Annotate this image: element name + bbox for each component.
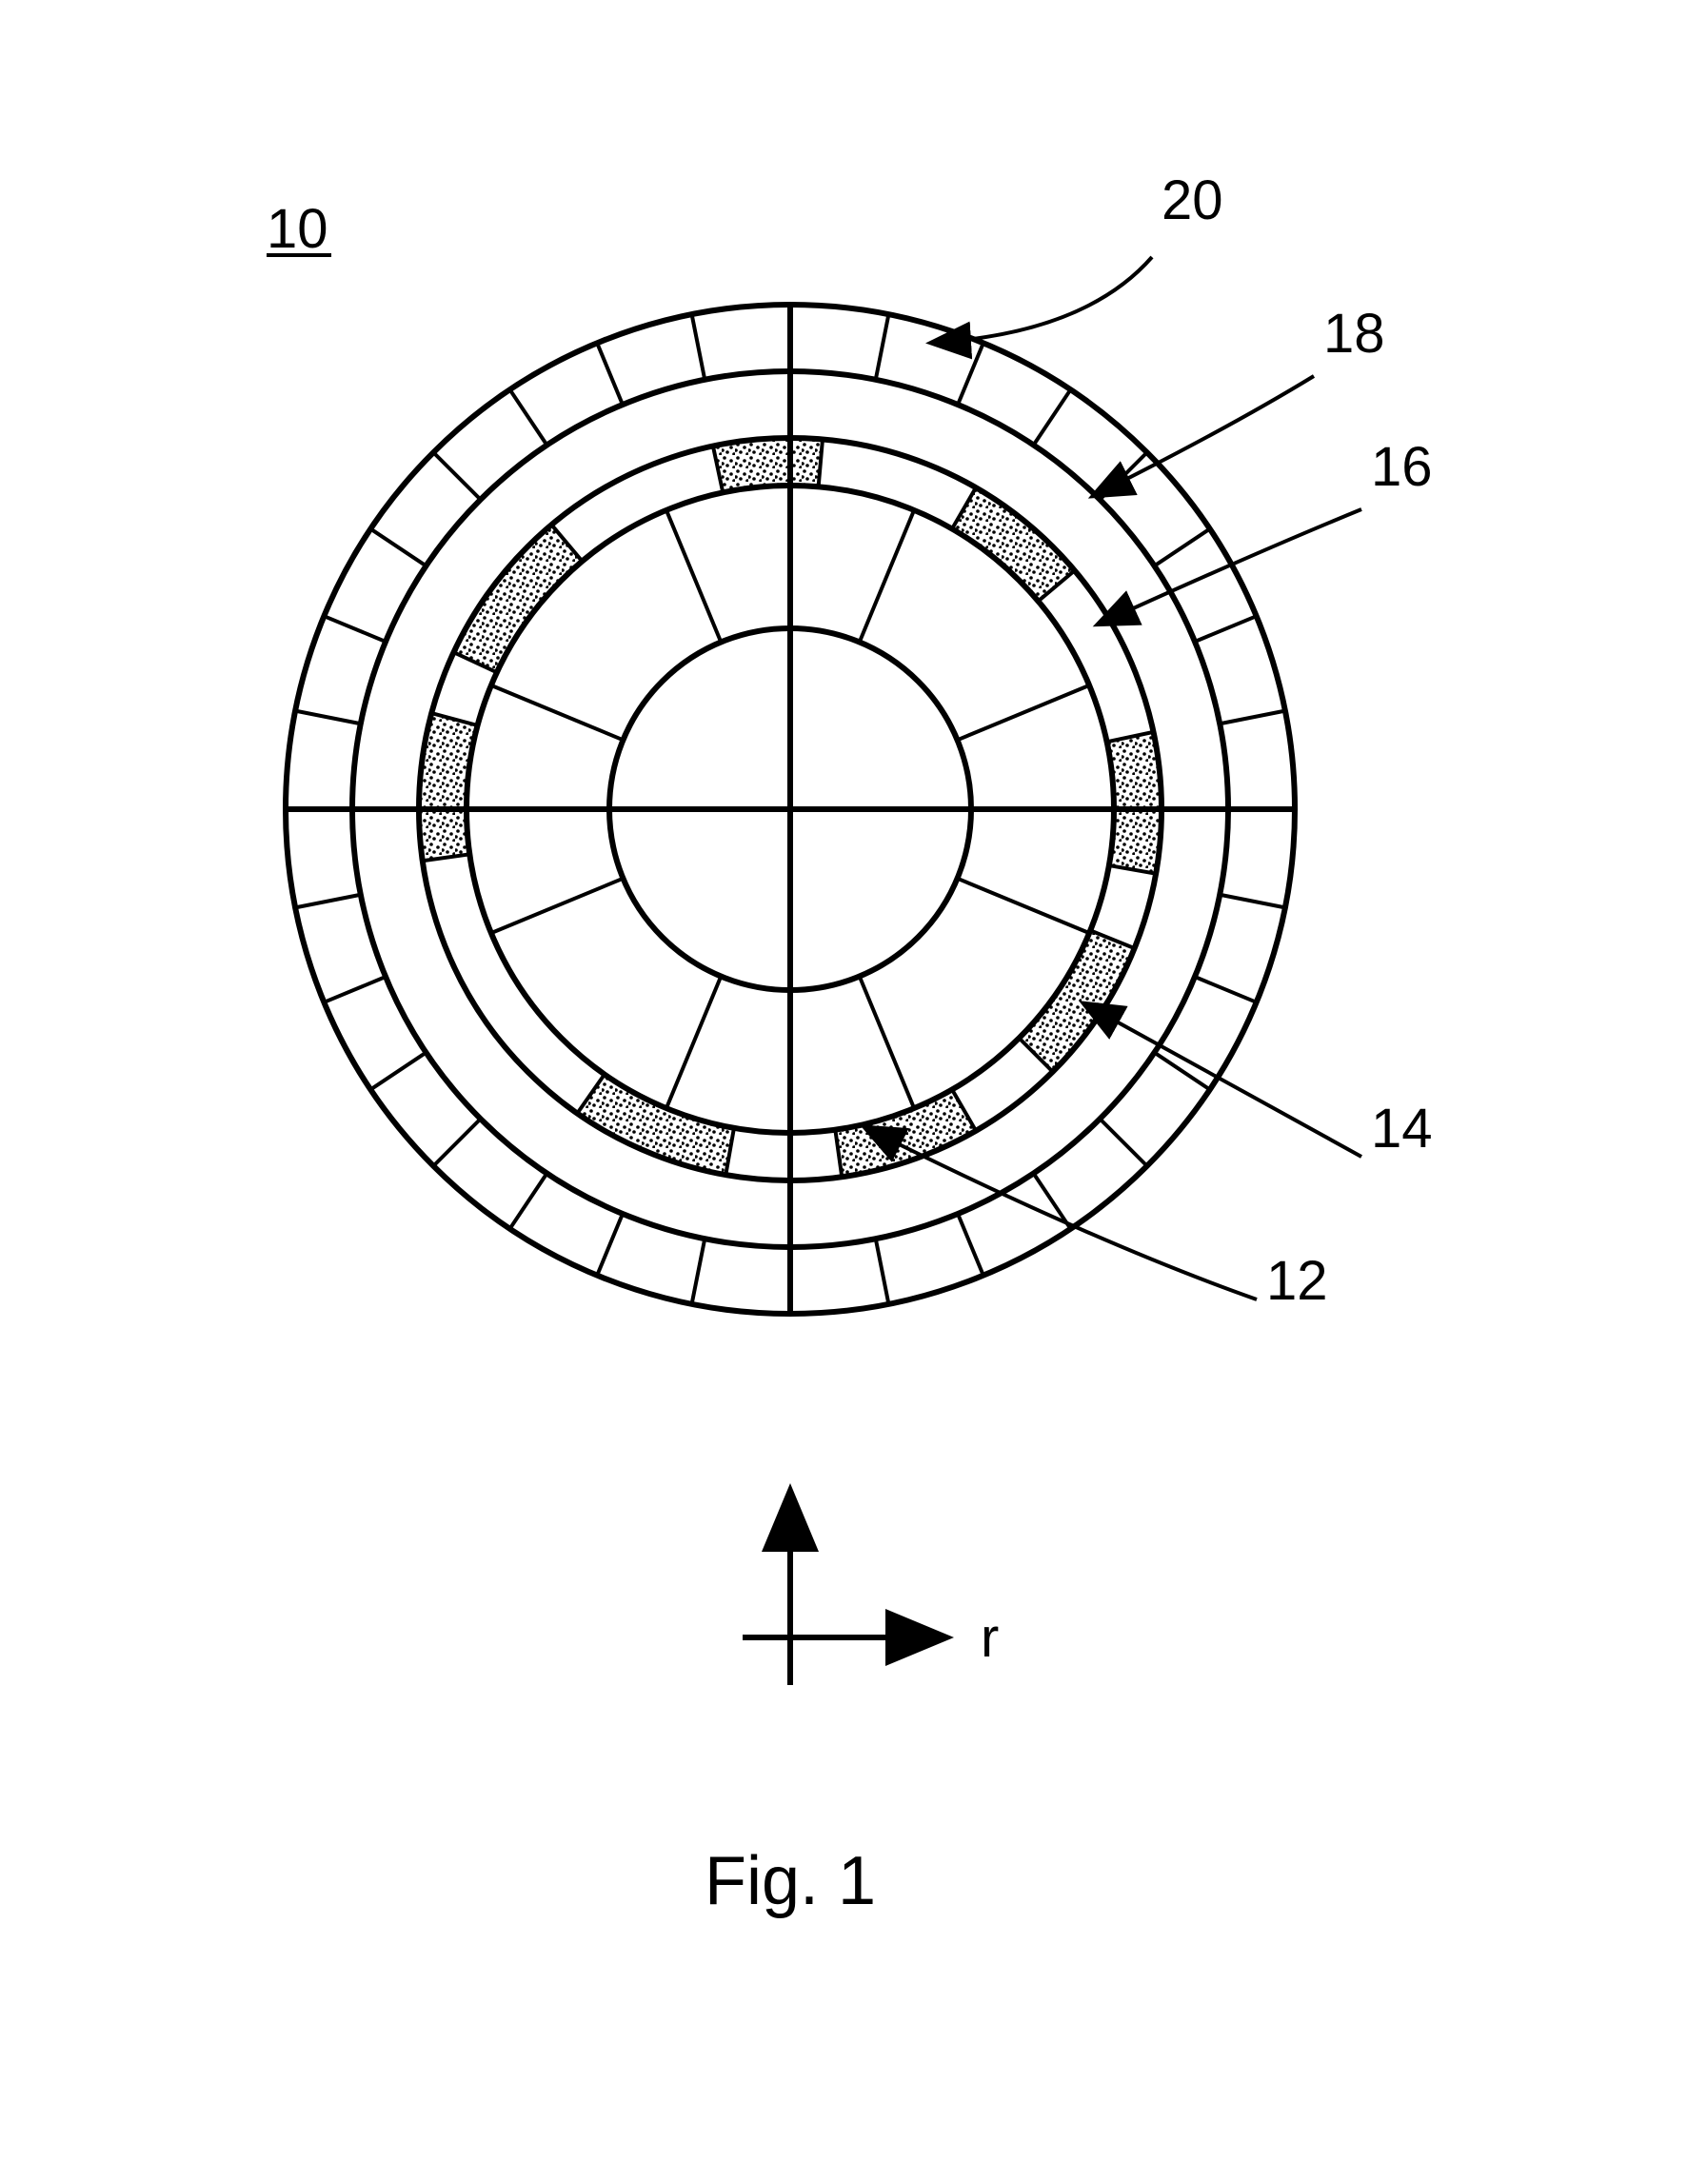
outer-ring-divider: [1100, 452, 1146, 499]
stippled-arc-segment: [419, 713, 478, 861]
stippled-arc-segment: [577, 1075, 734, 1176]
outer-ring-divider: [324, 977, 386, 1002]
outer-ring-divider: [692, 314, 705, 380]
outer-ring-divider: [324, 616, 386, 642]
ring14-divider: [491, 879, 624, 933]
outer-ring-divider: [958, 343, 983, 405]
outer-ring-divider: [1154, 529, 1209, 566]
stippled-arc-segment: [713, 438, 823, 492]
stippled-arc-segment: [1019, 930, 1134, 1071]
ring14-divider: [666, 510, 721, 643]
stippled-arc-segment: [1107, 732, 1162, 874]
outer-ring-divider: [370, 1053, 426, 1090]
leader-line: [1100, 509, 1361, 624]
ring14-divider: [860, 977, 914, 1109]
axis-r-label: r: [981, 1607, 999, 1669]
outer-ring-divider: [510, 389, 547, 445]
leader-line: [1085, 1004, 1361, 1157]
outer-ring-divider: [876, 314, 889, 380]
outer-ring-divider: [295, 711, 361, 724]
outer-ring-divider: [1220, 895, 1285, 908]
diagram-svg: 10 20 18 16 14 12 r Fig. 1: [95, 95, 1613, 2067]
outer-ring-divider: [1195, 977, 1257, 1002]
stippled-arc-segment: [835, 1089, 976, 1177]
outer-ring-divider: [433, 1119, 480, 1165]
ring14-divider: [958, 685, 1090, 740]
stippled-arc-segment: [454, 525, 583, 672]
ring14-divider: [860, 510, 914, 643]
outer-ring-divider: [1220, 711, 1285, 724]
outer-ring-divider: [1195, 616, 1257, 642]
label-18: 18: [1323, 303, 1385, 365]
outer-ring-divider: [433, 452, 480, 499]
label-12: 12: [1266, 1250, 1328, 1312]
label-14: 14: [1371, 1098, 1433, 1160]
ring14-divider: [491, 685, 624, 740]
figure-caption: Fig. 1: [705, 1843, 876, 1919]
outer-ring-divider: [1100, 1119, 1146, 1165]
outer-ring-divider: [370, 529, 426, 566]
outer-ring-divider: [295, 895, 361, 908]
figure-number-label: 10: [267, 198, 328, 260]
outer-ring-divider: [958, 1214, 983, 1276]
outer-ring-divider: [692, 1239, 705, 1304]
label-20: 20: [1162, 169, 1223, 231]
outer-ring-divider: [597, 1214, 623, 1276]
ring14-divider: [666, 977, 721, 1109]
outer-ring-divider: [876, 1239, 889, 1304]
ring14-divider: [958, 879, 1090, 933]
stippled-arc-segment: [952, 487, 1075, 601]
outer-ring-divider: [510, 1173, 547, 1228]
outer-ring-divider: [597, 343, 623, 405]
outer-ring-divider: [1034, 389, 1071, 445]
label-16: 16: [1371, 436, 1433, 498]
technical-diagram-container: 10 20 18 16 14 12 r Fig. 1: [95, 95, 1613, 2067]
leader-line: [933, 257, 1152, 343]
